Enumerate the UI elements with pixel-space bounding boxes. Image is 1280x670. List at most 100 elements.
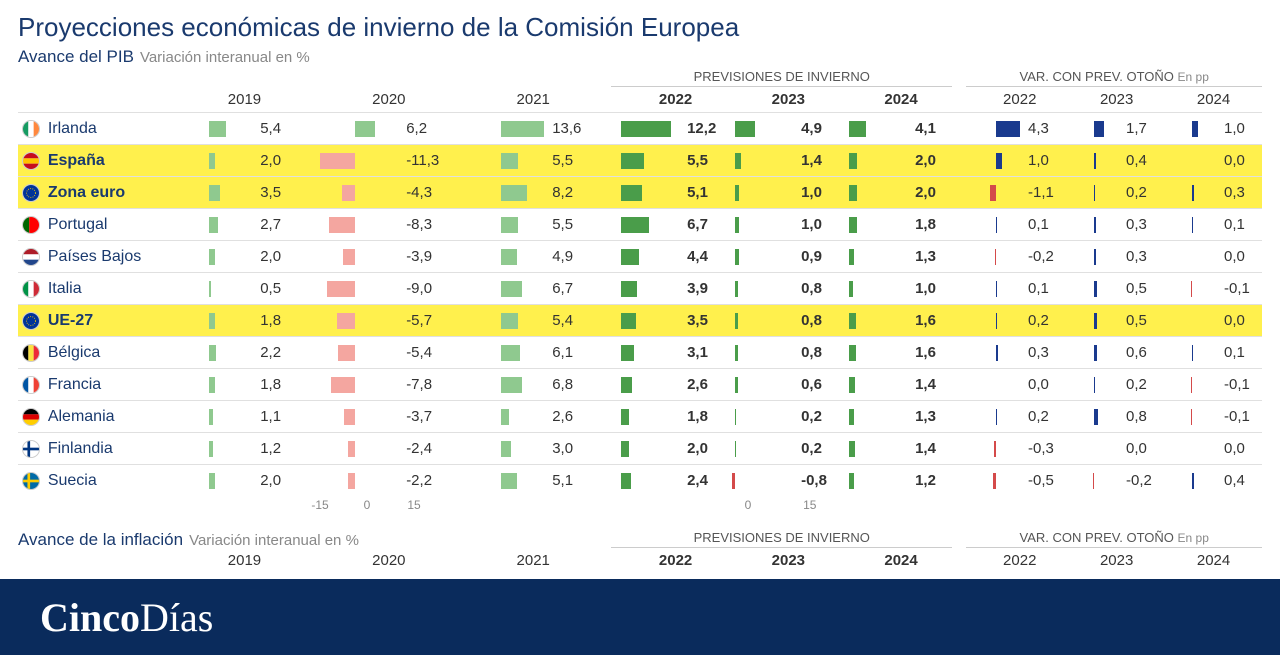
bar-value: 1,4	[911, 440, 955, 457]
bar-value: 0,3	[1220, 184, 1262, 201]
bar-value: 1,0	[797, 184, 841, 201]
bar-value: 2,0	[256, 248, 308, 265]
flag-icon-pt	[22, 216, 40, 234]
bar-cell: 4,4	[613, 246, 727, 268]
bar-cell: -0,5	[968, 470, 1066, 492]
year-header: 2022	[971, 552, 1068, 569]
table-row: Bélgica 2,2 -5,4 6,1 3,1 0,8 1,6 0,	[18, 336, 1262, 368]
bar-cell: -4,3	[308, 182, 454, 204]
bar-value: 5,1	[683, 184, 727, 201]
header-winter-2: PREVISIONES DE INVIERNO	[611, 530, 952, 548]
flag-cell	[18, 472, 44, 490]
bar-value: 2,4	[683, 472, 727, 489]
flag-icon-eu	[22, 184, 40, 202]
bar-value: 0,4	[1122, 152, 1164, 169]
country-name: Bélgica	[44, 344, 162, 362]
bar-cell: 2,0	[841, 150, 955, 172]
bar-value: 1,0	[1220, 120, 1262, 137]
bar-cell: 1,2	[162, 438, 308, 460]
flag-cell	[18, 152, 44, 170]
year-header: 2023	[1068, 91, 1165, 108]
bar-value: 0,5	[256, 280, 308, 297]
bar-cell: 5,4	[454, 310, 600, 332]
chart-title: Proyecciones económicas de invierno de l…	[18, 12, 1262, 43]
bar-value: 2,0	[256, 152, 308, 169]
subtitle-main: Avance del PIB	[18, 47, 134, 67]
bar-cell: 3,5	[613, 310, 727, 332]
flag-icon-be	[22, 344, 40, 362]
bar-cell: 1,0	[727, 214, 841, 236]
bar-value: 0,3	[1024, 344, 1066, 361]
bar-cell: 6,7	[613, 214, 727, 236]
year-header: 2024	[1165, 552, 1262, 569]
flag-icon-se	[22, 472, 40, 490]
bar-value: 0,2	[1024, 312, 1066, 329]
bar-cell: 5,1	[454, 470, 600, 492]
country-name: Suecia	[44, 472, 162, 490]
bar-value: 1,0	[911, 280, 955, 297]
year-header: 2019	[172, 552, 316, 569]
bar-cell: 0,2	[968, 310, 1066, 332]
table-row: Irlanda 5,4 6,2 13,6 12,2 4,9 4,1 4	[18, 112, 1262, 144]
bar-cell: 0,0	[1066, 438, 1164, 460]
flag-cell	[18, 312, 44, 330]
table-row: UE-27 1,8 -5,7 5,4 3,5 0,8 1,6 0,2	[18, 304, 1262, 336]
subtitle-note: Variación interanual en %	[140, 49, 310, 66]
flag-icon-ie	[22, 120, 40, 138]
bar-value: 0,0	[1220, 312, 1262, 329]
bar-value: 1,6	[911, 344, 955, 361]
bar-cell: -0,1	[1164, 406, 1262, 428]
bar-cell: 1,6	[841, 342, 955, 364]
bar-cell: 4,9	[454, 246, 600, 268]
bar-value: 0,9	[797, 248, 841, 265]
bar-cell: 3,9	[613, 278, 727, 300]
bar-cell: 1,8	[162, 374, 308, 396]
bar-value: 1,8	[911, 216, 955, 233]
bar-cell: 5,5	[454, 214, 600, 236]
bar-cell: 2,0	[162, 470, 308, 492]
bar-value: 1,2	[256, 440, 308, 457]
bar-value: -0,3	[1024, 440, 1066, 457]
bar-value: -1,1	[1024, 184, 1066, 201]
bar-value: -3,9	[402, 248, 454, 265]
bar-value: 2,7	[256, 216, 308, 233]
country-name: España	[44, 152, 162, 170]
bar-cell: 4,3	[968, 118, 1066, 140]
bar-value: 0,5	[1122, 312, 1164, 329]
flag-icon-de	[22, 408, 40, 426]
bar-value: 0,3	[1122, 216, 1164, 233]
bar-cell: 0,6	[1066, 342, 1164, 364]
bar-cell: 8,2	[454, 182, 600, 204]
axis-tick: -15	[311, 498, 328, 512]
flag-cell	[18, 216, 44, 234]
bar-cell: 0,2	[1066, 374, 1164, 396]
bar-cell: 1,1	[162, 406, 308, 428]
year-headers: 201920202021202220232024202220232024	[18, 91, 1262, 108]
bar-cell: 0,3	[1164, 182, 1262, 204]
bar-cell: 3,5	[162, 182, 308, 204]
flag-icon-eu	[22, 312, 40, 330]
bar-cell: 3,1	[613, 342, 727, 364]
country-name: UE-27	[44, 312, 162, 330]
bar-value: 2,6	[683, 376, 727, 393]
country-name: Zona euro	[44, 184, 162, 202]
bar-cell: -0,1	[1164, 374, 1262, 396]
bar-value: 0,8	[1122, 408, 1164, 425]
bar-cell: 0,0	[1164, 310, 1262, 332]
bar-cell: 0,5	[1066, 310, 1164, 332]
bar-cell: 1,2	[841, 470, 955, 492]
bar-cell: -5,4	[308, 342, 454, 364]
year-header: 2024	[1165, 91, 1262, 108]
year-header: 2024	[845, 552, 958, 569]
axis-row: -15015015	[18, 498, 1262, 516]
bar-value: 5,4	[548, 312, 600, 329]
bar-value: -4,3	[402, 184, 454, 201]
bar-cell: -0,8	[727, 470, 841, 492]
bar-value: -0,1	[1220, 408, 1262, 425]
bar-value: 0,0	[1122, 440, 1164, 457]
header-winter: PREVISIONES DE INVIERNO	[611, 69, 952, 87]
bar-cell: 2,7	[162, 214, 308, 236]
bar-value: 2,0	[256, 472, 308, 489]
bar-cell: 0,1	[1164, 214, 1262, 236]
header-var: VAR. CON PREV. OTOÑO En pp	[966, 69, 1262, 87]
